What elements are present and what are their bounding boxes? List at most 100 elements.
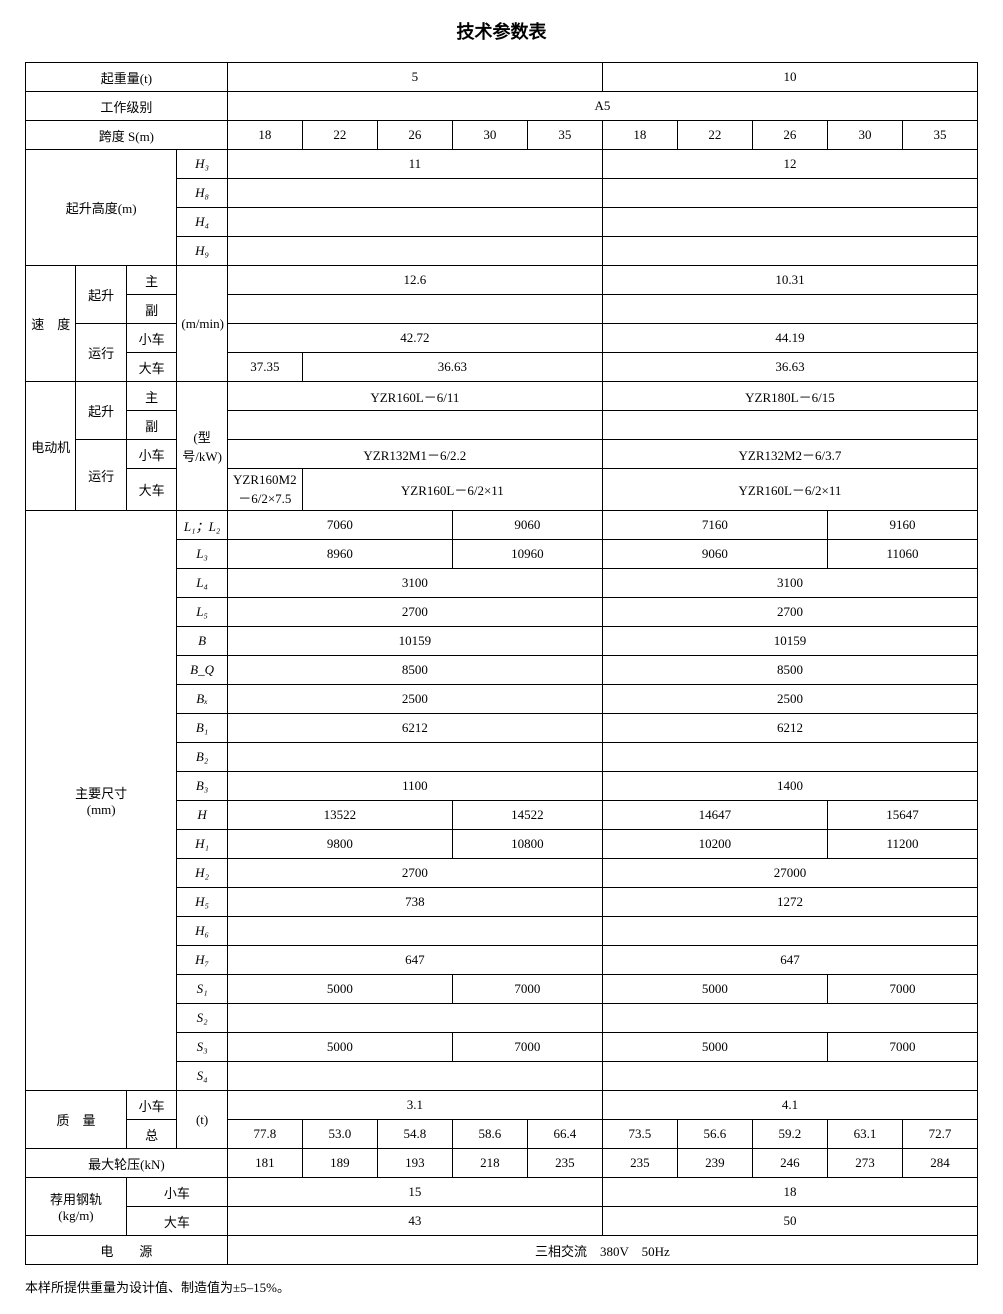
cell: 15 (227, 1178, 602, 1207)
label-power: 电 源 (26, 1236, 228, 1265)
label-lifting-weight: 起重量(t) (26, 63, 228, 92)
cell: 10960 (452, 540, 602, 569)
duty-class: A5 (227, 92, 977, 121)
cell: 5000 (602, 1033, 827, 1062)
cell: 10.31 (602, 266, 977, 295)
cell: 5000 (602, 975, 827, 1004)
cell: 218 (452, 1149, 527, 1178)
label-aux: 副 (126, 295, 176, 324)
weight-5: 5 (227, 63, 602, 92)
span-cell: 35 (527, 121, 602, 150)
cell: 10800 (452, 830, 602, 859)
label-recommended-rail: 荐用钢轨 (kg/m) (26, 1178, 127, 1236)
footnote: 本样所提供重量为设计值、制造值为±5–15%。 (25, 1277, 978, 1296)
cell: 56.6 (677, 1120, 752, 1149)
cell: 15647 (827, 801, 977, 830)
cell: 9800 (227, 830, 452, 859)
cell (602, 1062, 977, 1091)
cell (227, 179, 602, 208)
cell: 63.1 (827, 1120, 902, 1149)
symbol: L₅ (177, 598, 227, 627)
cell: 2700 (602, 598, 977, 627)
cell: 12.6 (227, 266, 602, 295)
symbol: H₆ (177, 917, 227, 946)
cell: 50 (602, 1207, 977, 1236)
cell: 738 (227, 888, 602, 917)
cell: 7000 (827, 1033, 977, 1062)
label-mass: 质 量 (26, 1091, 127, 1149)
cell: 14647 (602, 801, 827, 830)
cell: 58.6 (452, 1120, 527, 1149)
cell: 647 (602, 946, 977, 975)
symbol: L₃ (177, 540, 227, 569)
cell (602, 237, 977, 266)
cell: YZR160L－6/2×11 (602, 469, 977, 511)
cell: 3100 (227, 569, 602, 598)
label-crane: 大车 (126, 353, 176, 382)
span-cell: 26 (377, 121, 452, 150)
label-crane: 大车 (126, 1207, 227, 1236)
cell: 66.4 (527, 1120, 602, 1149)
cell: 8960 (227, 540, 452, 569)
cell (227, 1062, 602, 1091)
cell (602, 411, 977, 440)
cell: 2500 (602, 685, 977, 714)
weight-10: 10 (602, 63, 977, 92)
cell: 18 (602, 1178, 977, 1207)
span-cell: 18 (602, 121, 677, 150)
span-cell: 18 (227, 121, 302, 150)
cell: 72.7 (902, 1120, 977, 1149)
cell: 7000 (452, 1033, 602, 1062)
symbol: H₅ (177, 888, 227, 917)
cell: 7160 (602, 511, 827, 540)
cell: 246 (752, 1149, 827, 1178)
symbol: B_Q (177, 656, 227, 685)
cell: 37.35 (227, 353, 302, 382)
cell: 6212 (602, 714, 977, 743)
cell: YZR132M2－6/3.7 (602, 440, 977, 469)
label-travel: 运行 (76, 324, 126, 382)
symbol: H₁ (177, 830, 227, 859)
cell: 235 (527, 1149, 602, 1178)
label-trolley: 小车 (126, 1091, 176, 1120)
cell: 7000 (827, 975, 977, 1004)
label-travel: 运行 (76, 440, 126, 511)
cell: 36.63 (302, 353, 602, 382)
span-cell: 30 (452, 121, 527, 150)
cell (227, 411, 602, 440)
label-trolley: 小车 (126, 440, 176, 469)
label-total: 总 (126, 1120, 176, 1149)
label-motor: 电动机 (26, 382, 76, 511)
symbol: S₂ (177, 1004, 227, 1033)
symbol: H₇ (177, 946, 227, 975)
cell (227, 295, 602, 324)
cell: 1100 (227, 772, 602, 801)
label-trolley: 小车 (126, 324, 176, 353)
symbol: Bₓ (177, 685, 227, 714)
span-cell: 30 (827, 121, 902, 150)
cell: 3100 (602, 569, 977, 598)
span-cell: 26 (752, 121, 827, 150)
cell: 11200 (827, 830, 977, 859)
cell: 4.1 (602, 1091, 977, 1120)
cell: 647 (227, 946, 602, 975)
cell: 36.63 (602, 353, 977, 382)
cell: 7060 (227, 511, 452, 540)
cell: YZR180L－6/15 (602, 382, 977, 411)
cell: 181 (227, 1149, 302, 1178)
cell: 14522 (452, 801, 602, 830)
cell: 11060 (827, 540, 977, 569)
label-aux: 副 (126, 411, 176, 440)
cell: 10159 (227, 627, 602, 656)
label-max-wheel-load: 最大轮压(kN) (26, 1149, 228, 1178)
cell: 193 (377, 1149, 452, 1178)
label-duty-class: 工作级别 (26, 92, 228, 121)
cell: 8500 (602, 656, 977, 685)
cell: 273 (827, 1149, 902, 1178)
cell (227, 917, 602, 946)
symbol: S₄ (177, 1062, 227, 1091)
page-title: 技术参数表 (25, 18, 978, 44)
cell: 27000 (602, 859, 977, 888)
label-main-dimensions: 主要尺寸 (mm) (26, 511, 177, 1091)
span-cell: 35 (902, 121, 977, 150)
